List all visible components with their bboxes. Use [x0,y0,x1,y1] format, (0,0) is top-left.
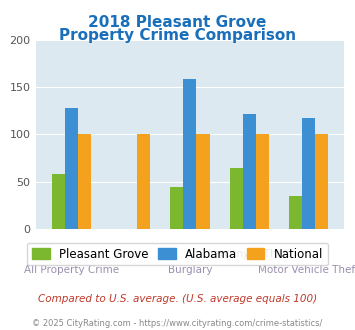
Text: Property Crime Comparison: Property Crime Comparison [59,28,296,43]
Bar [51,174,65,229]
Text: Burglary: Burglary [168,265,212,276]
Bar [315,135,328,229]
Bar [230,168,243,229]
Bar [289,196,302,229]
Bar [65,108,78,229]
Text: © 2025 CityRating.com - https://www.cityrating.com/crime-statistics/: © 2025 CityRating.com - https://www.city… [32,319,323,328]
Bar [302,118,315,229]
Bar [170,187,184,229]
Text: 2018 Pleasant Grove: 2018 Pleasant Grove [88,15,267,30]
Legend: Pleasant Grove, Alabama, National: Pleasant Grove, Alabama, National [27,243,328,265]
Bar [243,114,256,229]
Text: Compared to U.S. average. (U.S. average equals 100): Compared to U.S. average. (U.S. average … [38,294,317,304]
Text: Larceny & Theft: Larceny & Theft [208,249,291,259]
Bar [137,135,150,229]
Bar [184,80,196,229]
Bar [78,135,91,229]
Bar [196,135,209,229]
Text: All Property Crime: All Property Crime [23,265,119,276]
Text: Arson: Arson [115,249,146,259]
Bar [256,135,269,229]
Text: Motor Vehicle Theft: Motor Vehicle Theft [258,265,355,276]
